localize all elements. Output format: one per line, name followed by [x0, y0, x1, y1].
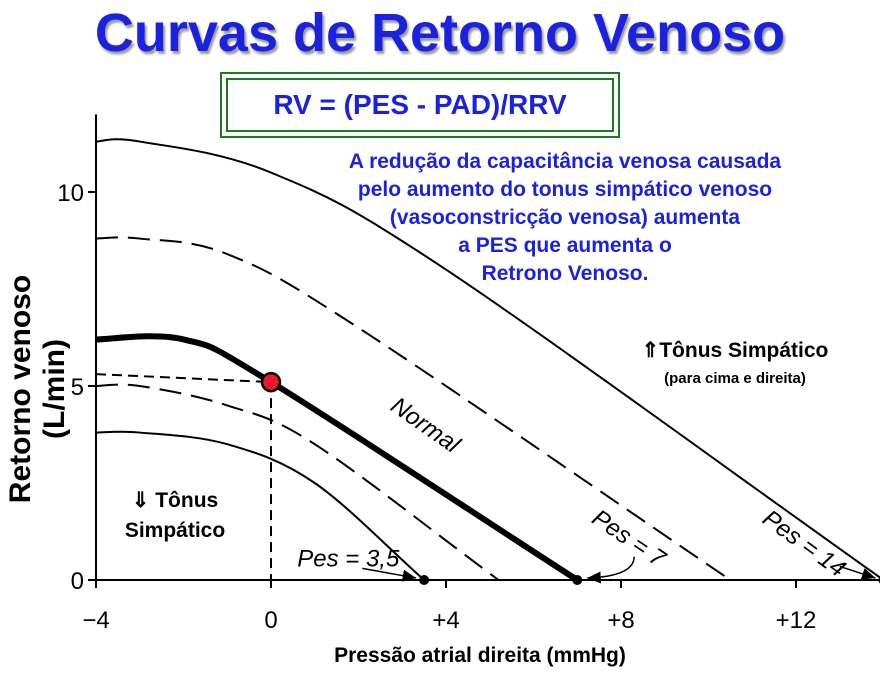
x-tick-label: +4	[432, 607, 459, 634]
x-tick-label: +8	[607, 607, 634, 634]
operating-point-guide-horizontal	[95, 373, 272, 384]
venous-return-curve-0	[95, 430, 425, 581]
mean-systemic-pressure-dot	[419, 575, 430, 585]
note-line: Retrono Venoso.	[481, 262, 649, 285]
venous-return-curve-1	[95, 383, 500, 581]
note-line: a PES que aumenta o	[458, 234, 672, 257]
down-label-line: ⇓ Tônus	[131, 489, 219, 512]
curve-label: Pes = 3,5	[297, 545, 400, 572]
page-title: Curvas de Retorno Venoso	[94, 3, 786, 63]
curve-label: Pes = 14	[757, 505, 850, 583]
formula-box: RV = (PES - PAD)/RRV	[220, 72, 620, 138]
y-tick-label: 10	[57, 180, 84, 207]
note-line: A redução da capacitância venosa causada	[348, 150, 782, 173]
venous-return-curve-4	[95, 138, 880, 579]
y-axis-label: Retorno venoso (L/min)	[4, 274, 71, 504]
pes-arrow	[839, 565, 876, 580]
formula-text: RV = (PES - PAD)/RRV	[273, 89, 567, 120]
explanation-note: A redução da capacitância venosa causada…	[270, 148, 860, 288]
sympathetic-down-label: ⇓ Tônus Simpático	[90, 486, 260, 546]
y-tick-label: 5	[71, 374, 84, 401]
y-tick-label: 0	[71, 568, 84, 595]
curve-label: Normal	[386, 392, 465, 459]
note-line: (vasoconstricção venosa) aumenta	[389, 206, 741, 229]
mean-systemic-pressure-dot	[572, 575, 583, 585]
pes-arrow	[362, 567, 417, 582]
x-tick-label: 0	[264, 607, 277, 634]
sympathetic-up-label: ⇑Tônus Simpático	[641, 339, 829, 362]
curve-label: Pes = 7	[587, 504, 671, 573]
sympathetic-up-sublabel: (para cima e direita)	[664, 370, 806, 387]
x-tick-label: −4	[82, 607, 109, 634]
note-line: pelo aumento do tonus simpático venoso	[357, 178, 773, 201]
operating-point-marker	[260, 371, 282, 393]
pes-arrow	[587, 556, 635, 584]
venous-return-curve-3	[95, 236, 731, 581]
down-label-line: Simpático	[124, 519, 226, 542]
x-axis-label: Pressão atrial direita (mmHg)	[334, 644, 626, 667]
x-tick-label: +12	[776, 607, 817, 634]
